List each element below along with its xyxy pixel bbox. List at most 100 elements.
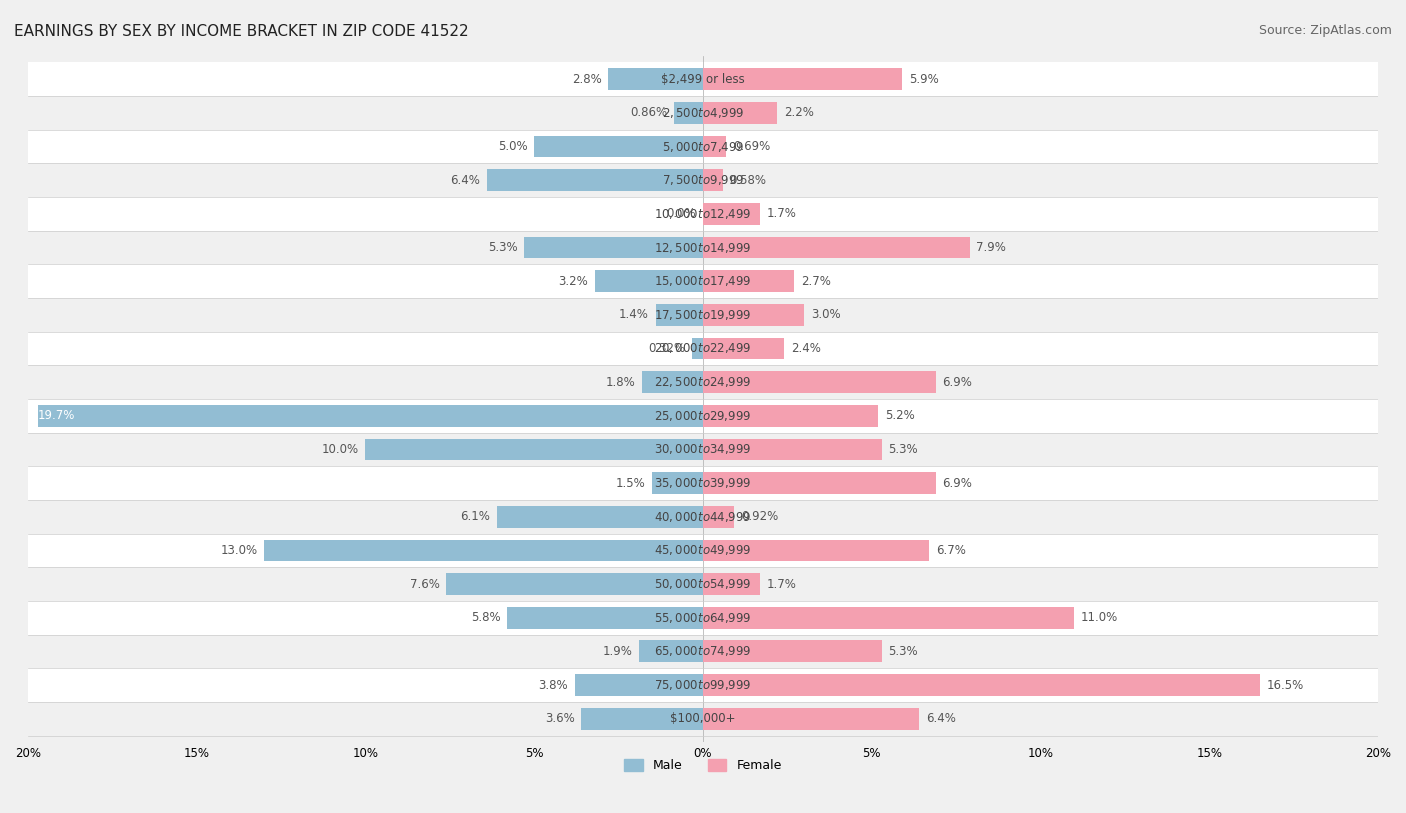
Text: 7.6%: 7.6%	[411, 577, 440, 590]
Text: $20,000 to $22,499: $20,000 to $22,499	[654, 341, 752, 355]
Bar	[703, 472, 936, 494]
Text: $10,000 to $12,499: $10,000 to $12,499	[654, 207, 752, 221]
Bar	[28, 500, 1378, 533]
Bar	[28, 433, 1378, 467]
Bar	[703, 540, 929, 562]
Text: Source: ZipAtlas.com: Source: ZipAtlas.com	[1258, 24, 1392, 37]
Text: 3.2%: 3.2%	[558, 275, 588, 288]
Text: 3.8%: 3.8%	[538, 679, 568, 692]
Bar	[28, 96, 1378, 130]
Text: $22,500 to $24,999: $22,500 to $24,999	[654, 375, 752, 389]
Bar	[703, 237, 970, 259]
Bar	[703, 270, 794, 292]
Text: 5.3%: 5.3%	[488, 241, 517, 254]
Bar	[447, 573, 703, 595]
Bar	[28, 702, 1378, 736]
Text: 5.9%: 5.9%	[908, 72, 939, 85]
Bar	[703, 674, 1260, 696]
Text: 1.7%: 1.7%	[768, 577, 797, 590]
Text: 1.8%: 1.8%	[606, 376, 636, 389]
Text: 6.9%: 6.9%	[942, 376, 973, 389]
Bar	[28, 130, 1378, 163]
Text: 0.58%: 0.58%	[730, 174, 766, 187]
Bar	[264, 540, 703, 562]
Bar	[652, 472, 703, 494]
Text: $50,000 to $54,999: $50,000 to $54,999	[654, 577, 752, 591]
Legend: Male, Female: Male, Female	[619, 754, 787, 777]
Text: $5,000 to $7,499: $5,000 to $7,499	[662, 140, 744, 154]
Text: 7.9%: 7.9%	[976, 241, 1007, 254]
Bar	[703, 641, 882, 663]
Text: 6.1%: 6.1%	[461, 511, 491, 524]
Text: 1.5%: 1.5%	[616, 476, 645, 489]
Bar	[498, 506, 703, 528]
Text: $2,500 to $4,999: $2,500 to $4,999	[662, 106, 744, 120]
Text: 3.6%: 3.6%	[546, 712, 575, 725]
Text: 2.7%: 2.7%	[801, 275, 831, 288]
Bar	[703, 136, 727, 158]
Bar	[28, 298, 1378, 332]
Bar	[28, 264, 1378, 298]
Text: 3.0%: 3.0%	[811, 308, 841, 321]
Bar	[609, 68, 703, 90]
Text: 2.8%: 2.8%	[572, 72, 602, 85]
Text: 2.2%: 2.2%	[785, 107, 814, 120]
Text: 0.86%: 0.86%	[630, 107, 668, 120]
Bar	[703, 506, 734, 528]
Text: $7,500 to $9,999: $7,500 to $9,999	[662, 173, 744, 187]
Text: 5.8%: 5.8%	[471, 611, 501, 624]
Bar	[28, 635, 1378, 668]
Text: 5.3%: 5.3%	[889, 645, 918, 658]
Text: $12,500 to $14,999: $12,500 to $14,999	[654, 241, 752, 254]
Bar	[692, 337, 703, 359]
Text: 11.0%: 11.0%	[1081, 611, 1118, 624]
Text: $25,000 to $29,999: $25,000 to $29,999	[654, 409, 752, 423]
Text: 2.4%: 2.4%	[790, 342, 821, 355]
Bar	[38, 405, 703, 427]
Text: $75,000 to $99,999: $75,000 to $99,999	[654, 678, 752, 692]
Bar	[655, 304, 703, 326]
Bar	[703, 405, 879, 427]
Bar	[28, 601, 1378, 635]
Text: 5.2%: 5.2%	[886, 409, 915, 422]
Text: 6.4%: 6.4%	[925, 712, 956, 725]
Bar	[703, 708, 920, 730]
Text: EARNINGS BY SEX BY INCOME BRACKET IN ZIP CODE 41522: EARNINGS BY SEX BY INCOME BRACKET IN ZIP…	[14, 24, 468, 39]
Bar	[582, 708, 703, 730]
Text: 10.0%: 10.0%	[322, 443, 359, 456]
Text: $35,000 to $39,999: $35,000 to $39,999	[654, 476, 752, 490]
Bar	[643, 372, 703, 393]
Bar	[28, 533, 1378, 567]
Bar	[703, 337, 785, 359]
Bar	[673, 102, 703, 124]
Text: $17,500 to $19,999: $17,500 to $19,999	[654, 308, 752, 322]
Bar	[28, 231, 1378, 264]
Bar	[703, 169, 723, 191]
Text: 6.9%: 6.9%	[942, 476, 973, 489]
Bar	[703, 102, 778, 124]
Bar	[28, 668, 1378, 702]
Text: $65,000 to $74,999: $65,000 to $74,999	[654, 645, 752, 659]
Bar	[28, 332, 1378, 365]
Text: 1.9%: 1.9%	[602, 645, 633, 658]
Text: 5.3%: 5.3%	[889, 443, 918, 456]
Bar	[703, 372, 936, 393]
Text: 19.7%: 19.7%	[38, 409, 76, 422]
Text: $40,000 to $44,999: $40,000 to $44,999	[654, 510, 752, 524]
Bar	[534, 136, 703, 158]
Bar	[638, 641, 703, 663]
Bar	[703, 438, 882, 460]
Text: 6.7%: 6.7%	[936, 544, 966, 557]
Bar	[703, 304, 804, 326]
Text: 0.0%: 0.0%	[666, 207, 696, 220]
Bar	[703, 68, 903, 90]
Bar	[575, 674, 703, 696]
Text: 1.7%: 1.7%	[768, 207, 797, 220]
Bar	[28, 197, 1378, 231]
Bar	[524, 237, 703, 259]
Bar	[508, 606, 703, 628]
Text: 1.4%: 1.4%	[619, 308, 650, 321]
Bar	[28, 163, 1378, 197]
Text: 0.69%: 0.69%	[733, 140, 770, 153]
Bar	[486, 169, 703, 191]
